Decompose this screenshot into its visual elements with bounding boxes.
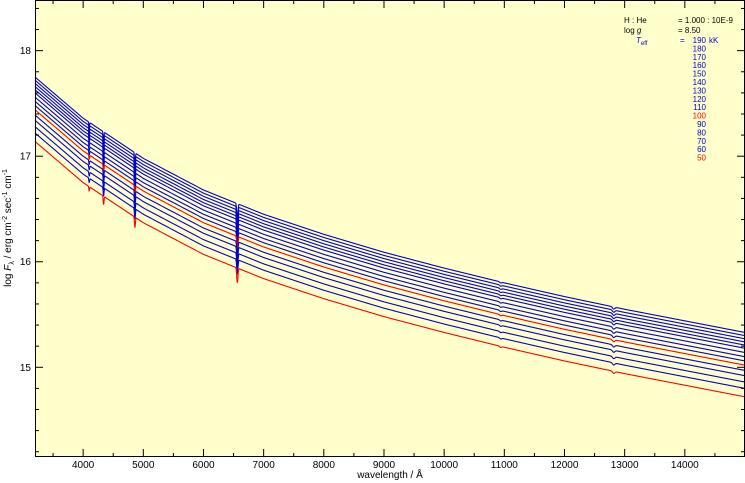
series-line-100 bbox=[34, 109, 745, 366]
x-axis-label: wavelength / Å bbox=[356, 468, 423, 481]
legend-entry-190: 190 bbox=[693, 36, 707, 45]
series-line-70 bbox=[34, 126, 745, 383]
series-line-170 bbox=[34, 82, 745, 340]
series-line-50 bbox=[34, 141, 745, 398]
series-line-60 bbox=[34, 132, 745, 389]
legend-entry-80: 80 bbox=[697, 128, 706, 137]
legend: Teff = 190 kK180170160150140130120110100908… bbox=[636, 36, 719, 163]
legend-entry-170: 170 bbox=[693, 53, 707, 62]
legend-entry-160: 160 bbox=[693, 61, 707, 70]
legend-entry-120: 120 bbox=[693, 95, 707, 104]
info-label: H : He bbox=[624, 16, 647, 25]
x-tick-label: 14000 bbox=[671, 460, 699, 471]
x-tick-label: 10000 bbox=[430, 460, 458, 471]
teff-label: Teff bbox=[636, 36, 648, 47]
x-tick-label: 6000 bbox=[192, 460, 215, 471]
teff-equals: = bbox=[680, 36, 685, 45]
x-tick-label: 9000 bbox=[373, 460, 396, 471]
legend-entry-110: 110 bbox=[693, 103, 706, 112]
legend-entry-150: 150 bbox=[693, 70, 707, 79]
legend-entry-100: 100 bbox=[693, 112, 707, 121]
x-tick-label: 8000 bbox=[313, 460, 336, 471]
legend-entry-60: 60 bbox=[697, 145, 706, 154]
x-tick-label: 12000 bbox=[551, 460, 579, 471]
info-label: log g bbox=[624, 26, 642, 35]
series-line-140 bbox=[34, 92, 745, 349]
series-line-120 bbox=[34, 100, 745, 358]
x-tick-label: 13000 bbox=[611, 460, 639, 471]
x-tick-label: 11000 bbox=[491, 460, 519, 471]
legend-entry-90: 90 bbox=[697, 120, 706, 129]
series-layer bbox=[34, 76, 745, 398]
legend-entry-180: 180 bbox=[693, 44, 707, 53]
info-panel: H : He = 1.000 : 10E-9 log g = 8.50 bbox=[624, 16, 733, 35]
info-value: = 1.000 : 10E-9 bbox=[678, 16, 733, 25]
x-tick-label: 4000 bbox=[72, 460, 95, 471]
series-line-80 bbox=[34, 119, 745, 377]
y-axis-label: log Fλ / erg cm-2 sec-1 cm-1 bbox=[2, 169, 16, 287]
y-tick-label: 16 bbox=[20, 257, 32, 268]
series-line-110 bbox=[34, 105, 745, 362]
legend-entry-140: 140 bbox=[693, 78, 707, 87]
x-tick-label: 5000 bbox=[132, 460, 155, 471]
y-tick-label: 18 bbox=[20, 46, 32, 57]
legend-entry-50: 50 bbox=[697, 154, 706, 163]
series-line-160 bbox=[34, 86, 745, 343]
plot-background bbox=[35, 0, 745, 457]
series-line-130 bbox=[34, 96, 745, 354]
series-line-190 bbox=[34, 76, 745, 333]
series-line-90 bbox=[34, 114, 745, 371]
axes-layer: 4000 5000 6000 7000 8000 9000 10000 11000 12000 1… bbox=[20, 0, 745, 471]
legend-entry-70: 70 bbox=[697, 137, 706, 146]
legend-unit: kK bbox=[709, 36, 719, 45]
series-line-150 bbox=[34, 89, 745, 346]
x-tick-label: 7000 bbox=[253, 460, 276, 471]
y-tick-label: 17 bbox=[20, 152, 32, 163]
y-tick-label: 15 bbox=[20, 363, 32, 374]
legend-entry-130: 130 bbox=[693, 86, 707, 95]
info-value: = 8.50 bbox=[678, 26, 701, 35]
series-line-180 bbox=[34, 79, 745, 337]
